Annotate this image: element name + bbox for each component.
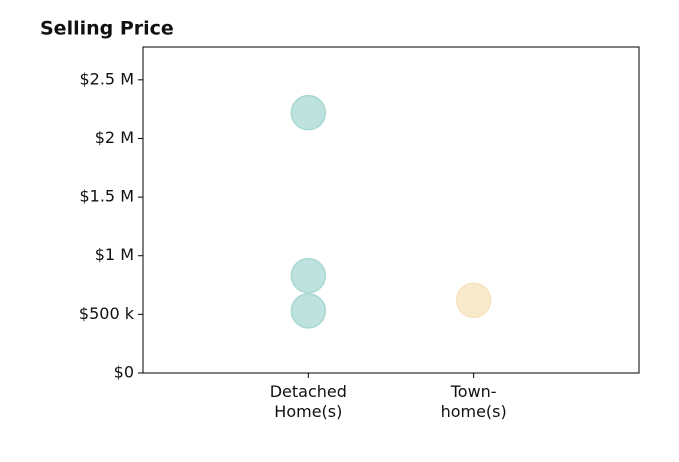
- y-tick-label: $1 M: [95, 245, 134, 264]
- chart-title: Selling Price: [40, 18, 174, 40]
- x-tick-label: Detached Home(s): [269, 382, 347, 421]
- point: [290, 94, 327, 131]
- y-tick-label: $0: [114, 363, 134, 382]
- y-tick-label: $1.5 M: [79, 187, 134, 206]
- point: [290, 293, 327, 329]
- point: [290, 257, 327, 294]
- x-tick-label: Town- home(s): [440, 382, 507, 421]
- y-tick-label: $500 k: [79, 304, 135, 323]
- y-tick-label: $2 M: [95, 128, 134, 147]
- point: [455, 282, 492, 319]
- plot-frame: [142, 46, 640, 374]
- y-tick-label: $2.5 M: [79, 69, 134, 88]
